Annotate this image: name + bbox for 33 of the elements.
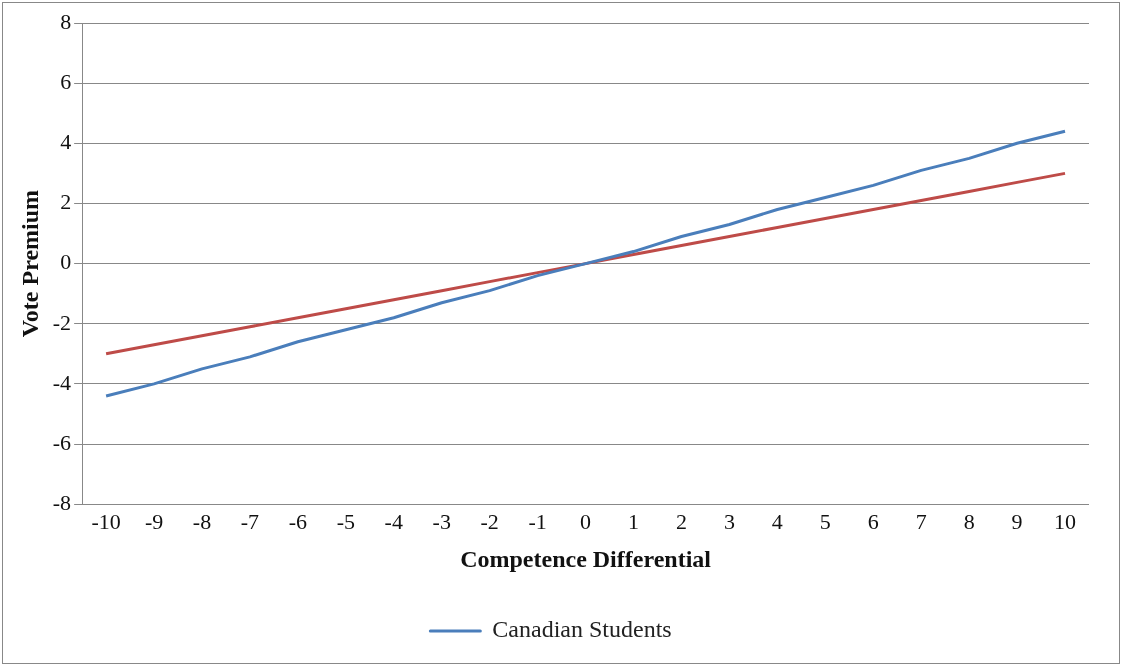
y-tick-label: 6 (60, 68, 72, 94)
x-tick-label: 3 (723, 508, 735, 534)
x-tick-label: 10 (1054, 508, 1077, 534)
x-tick-label: -6 (288, 508, 308, 534)
y-tick-label: -8 (52, 489, 72, 515)
y-tick-label: -2 (52, 309, 72, 335)
y-axis-title: Vote Premium (16, 189, 43, 338)
x-tick-label: 4 (771, 508, 783, 534)
x-tick-label: 8 (963, 508, 975, 534)
x-tick-label: 2 (675, 508, 687, 534)
y-tick-label: -6 (52, 429, 72, 455)
x-tick-label: 6 (867, 508, 879, 534)
x-tick-label: -5 (336, 508, 355, 534)
x-tick-label: -4 (384, 508, 403, 534)
x-tick-label: -3 (432, 508, 451, 534)
x-tick-label: -9 (144, 508, 164, 534)
y-tick-label: 0 (60, 249, 72, 275)
x-tick-label: 7 (915, 508, 927, 534)
x-axis-title: Competence Differential (460, 545, 712, 572)
x-tick-label: -8 (192, 508, 212, 534)
x-tick-label: 1 (628, 508, 640, 534)
y-tick-label: 2 (60, 189, 72, 215)
legend-label: Canadian Students (492, 616, 672, 643)
x-tick-label: -2 (480, 508, 499, 534)
x-tick-label: -7 (240, 508, 260, 534)
y-tick-label: 4 (60, 129, 72, 155)
y-tick-label: -4 (52, 369, 72, 395)
x-tick-label: 9 (1011, 508, 1023, 534)
y-tick-label: 8 (60, 8, 72, 34)
x-tick-label: 5 (819, 508, 831, 534)
x-tick-label: -10 (91, 508, 121, 534)
x-tick-label: 0 (580, 508, 592, 534)
x-tick-label: -1 (528, 508, 547, 534)
